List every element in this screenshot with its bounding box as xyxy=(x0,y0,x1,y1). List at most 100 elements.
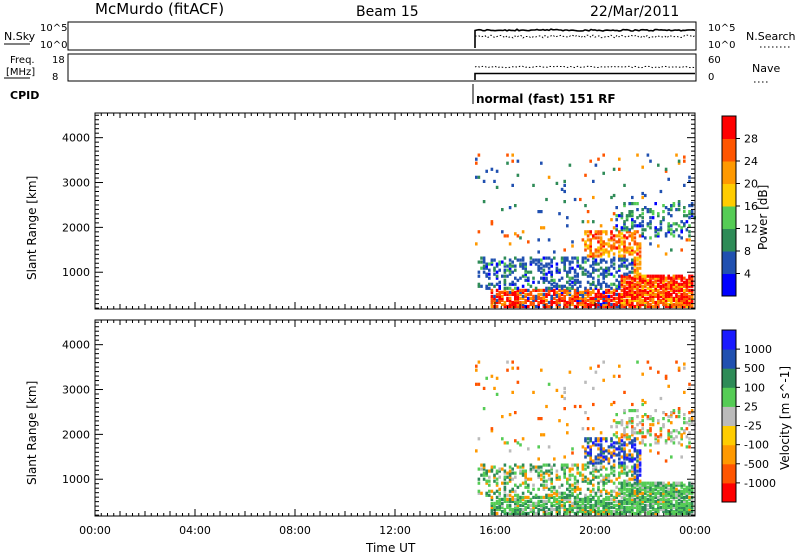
velocity-cell xyxy=(592,473,595,477)
velocity-cell xyxy=(683,429,686,433)
power-cell xyxy=(649,208,652,212)
velocity-cell xyxy=(631,487,634,491)
power-cell xyxy=(628,230,631,234)
power-cell xyxy=(589,240,592,244)
power-cell xyxy=(592,296,595,300)
velocity-cell xyxy=(651,423,655,427)
velocity-cell xyxy=(667,435,670,439)
power-cell xyxy=(628,280,631,284)
velocity-cell xyxy=(589,505,592,509)
velocity-cell xyxy=(623,447,626,451)
power-cell xyxy=(542,296,546,300)
power-cell xyxy=(664,206,668,210)
power-cell xyxy=(524,274,527,278)
power-cell xyxy=(514,286,517,290)
power-cell xyxy=(636,274,639,278)
power-cell xyxy=(550,272,553,276)
velocity-cell xyxy=(633,483,637,487)
velocity-cell xyxy=(618,457,621,461)
power-cell xyxy=(594,284,598,288)
power-cell xyxy=(584,296,587,300)
velocity-cell xyxy=(688,483,691,487)
freq-label-2: [MHz] xyxy=(6,67,35,78)
power-cell xyxy=(641,232,644,236)
power-cell xyxy=(607,238,611,242)
velocity-cell xyxy=(675,435,678,439)
velocity-cell xyxy=(555,505,559,509)
velocity-cell xyxy=(620,463,624,467)
power-cell xyxy=(555,268,559,272)
power-cell xyxy=(664,169,668,173)
velocity-cell xyxy=(545,485,548,489)
power-cell xyxy=(690,276,694,280)
power-cell xyxy=(589,230,592,234)
power-cell xyxy=(651,276,655,280)
velocity-cell xyxy=(560,505,564,509)
power-cell xyxy=(685,286,689,290)
velocity-cell xyxy=(667,493,670,497)
power-cell xyxy=(644,292,647,296)
velocity-cell xyxy=(690,507,694,512)
velocity-cell xyxy=(602,511,605,516)
velocity-cell xyxy=(631,431,634,435)
velocity-cell xyxy=(623,453,626,457)
velocity-cell xyxy=(644,483,647,487)
velocity-cell xyxy=(571,491,574,495)
power-cell xyxy=(623,272,626,276)
power-cell xyxy=(631,280,634,284)
velocity-cell xyxy=(641,435,644,439)
power-cell xyxy=(589,298,592,302)
power-cell xyxy=(563,304,566,309)
power-cell xyxy=(641,300,644,305)
power-cell xyxy=(516,286,520,290)
power-cell xyxy=(659,276,663,280)
power-cell xyxy=(631,278,634,282)
velocity-cell xyxy=(506,471,509,475)
power-cell xyxy=(623,234,626,238)
power-cell xyxy=(503,302,507,307)
velocity-cell xyxy=(672,409,676,413)
velocity-cell xyxy=(657,497,660,501)
power-cell xyxy=(662,286,665,290)
power-cell xyxy=(675,296,678,300)
power-cell xyxy=(542,302,546,307)
power-colorbar-tick-label: 28 xyxy=(744,133,758,146)
velocity-cell xyxy=(581,499,585,503)
velocity-cell xyxy=(646,503,650,507)
velocity-cell xyxy=(649,417,652,421)
velocity-cell xyxy=(641,507,644,512)
velocity-cell xyxy=(524,477,527,481)
power-cell xyxy=(477,175,481,179)
velocity-cell xyxy=(625,501,629,505)
velocity-cell xyxy=(657,421,660,425)
power-cell xyxy=(542,226,546,230)
velocity-cell xyxy=(592,483,595,487)
power-cell xyxy=(670,298,673,302)
velocity-cell xyxy=(537,503,540,507)
power-cell xyxy=(529,256,533,260)
velocity-cell xyxy=(503,509,507,514)
velocity-cell xyxy=(688,445,691,449)
power-cell xyxy=(610,246,613,250)
velocity-cell xyxy=(558,507,561,512)
velocity-cell xyxy=(612,453,616,457)
power-cell xyxy=(599,254,603,258)
power-cell xyxy=(685,278,689,282)
power-cell xyxy=(592,280,595,284)
power-cell xyxy=(602,171,605,175)
velocity-cell xyxy=(618,503,621,507)
velocity-cell xyxy=(667,501,670,505)
power-cell xyxy=(688,238,691,242)
velocity-cell xyxy=(503,499,507,503)
velocity-cell xyxy=(498,493,501,497)
power-cell xyxy=(573,268,577,272)
power-cell xyxy=(672,288,676,292)
velocity-cell xyxy=(680,509,683,514)
power-cell xyxy=(690,302,694,307)
power-cell xyxy=(573,296,577,300)
velocity-cell xyxy=(597,509,600,514)
power-cell xyxy=(631,220,634,224)
power-cell xyxy=(638,260,642,264)
velocity-cell xyxy=(602,507,605,512)
power-cell xyxy=(675,282,678,286)
